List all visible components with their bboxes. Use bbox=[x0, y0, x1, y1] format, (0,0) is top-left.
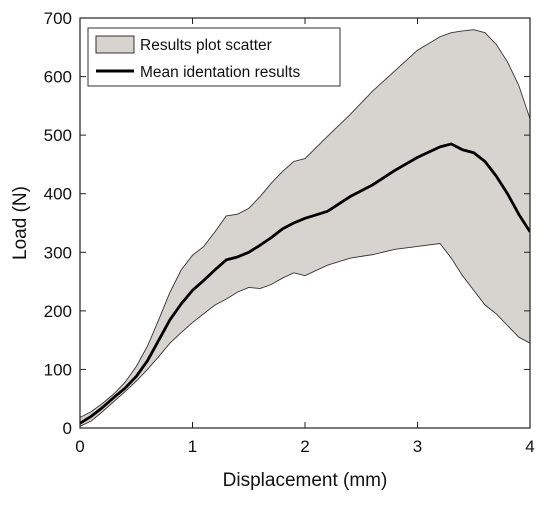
y-tick-label: 0 bbox=[63, 419, 72, 438]
legend-swatch-band bbox=[95, 35, 135, 54]
legend-label-band: Results plot scatter bbox=[140, 37, 272, 54]
y-tick-label: 600 bbox=[44, 68, 72, 87]
x-tick-label: 0 bbox=[75, 437, 84, 456]
x-axis-title: Displacement (mm) bbox=[223, 470, 388, 491]
legend-label-line: Mean identation results bbox=[140, 64, 301, 81]
y-tick-label: 400 bbox=[44, 185, 72, 204]
x-tick-label: 4 bbox=[525, 437, 534, 456]
y-axis-title: Load (N) bbox=[10, 186, 31, 260]
y-tick-label: 200 bbox=[44, 302, 72, 321]
y-tick-label: 500 bbox=[44, 126, 72, 145]
x-tick-label: 1 bbox=[188, 437, 197, 456]
legend: Results plot scatter Mean identation res… bbox=[87, 27, 341, 87]
y-tick-label: 700 bbox=[44, 9, 72, 28]
line-layer bbox=[80, 142, 530, 425]
x-tick-label: 2 bbox=[300, 437, 309, 456]
mean-line bbox=[80, 142, 530, 425]
band-layer bbox=[80, 29, 530, 427]
scatter-band-area bbox=[80, 29, 530, 427]
x-tick-label: 3 bbox=[413, 437, 422, 456]
ticks-layer: 0 1 2 3 4 0 100 200 300 400 500 600 700 bbox=[44, 9, 535, 456]
y-tick-label: 100 bbox=[44, 360, 72, 379]
y-tick-label: 300 bbox=[44, 243, 72, 262]
